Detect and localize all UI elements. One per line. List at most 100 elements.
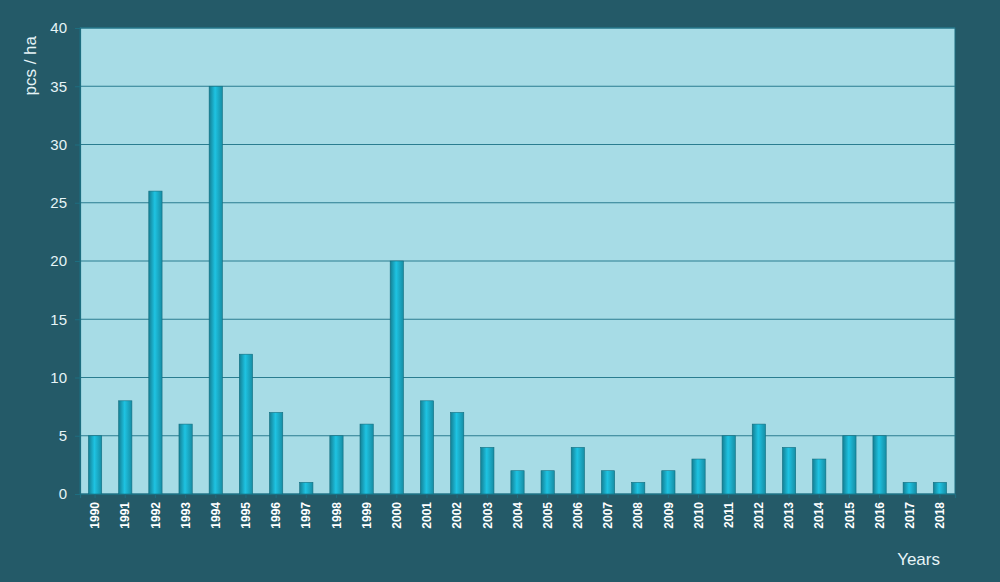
bars bbox=[88, 86, 946, 494]
y-tick: 5 bbox=[59, 427, 80, 444]
x-tick-label: 1999 bbox=[360, 502, 374, 529]
x-tick-mark bbox=[457, 494, 458, 498]
x-tick: 1996 bbox=[269, 494, 283, 529]
bar bbox=[420, 401, 433, 494]
x-tick-mark bbox=[215, 494, 216, 498]
x-tick-label: 2011 bbox=[722, 502, 736, 528]
x-tick-label: 2010 bbox=[692, 502, 706, 529]
y-tick-mark bbox=[75, 261, 80, 262]
bar bbox=[601, 471, 614, 494]
x-tick-mark bbox=[668, 494, 669, 498]
x-axis-title: Years bbox=[897, 550, 940, 569]
x-tick-mark bbox=[638, 494, 639, 498]
x-tick: 1999 bbox=[360, 494, 374, 529]
x-tick: 1997 bbox=[299, 494, 313, 529]
x-tick-label: 2004 bbox=[511, 502, 525, 529]
y-tick: 0 bbox=[59, 485, 80, 502]
x-tick: 1993 bbox=[179, 494, 193, 529]
bar bbox=[571, 447, 584, 494]
bar bbox=[88, 436, 101, 494]
x-tick: 2004 bbox=[511, 494, 525, 529]
bar bbox=[390, 261, 403, 494]
x-tick: 2003 bbox=[481, 494, 495, 529]
x-tick: 2002 bbox=[450, 494, 464, 529]
x-tick-mark bbox=[577, 494, 578, 498]
x-tick: 1991 bbox=[118, 494, 132, 529]
x-tick: 2008 bbox=[631, 494, 645, 529]
x-tick-label: 2018 bbox=[933, 502, 947, 529]
bar bbox=[873, 436, 886, 494]
x-tick: 1990 bbox=[88, 494, 102, 529]
x-tick-label: 2001 bbox=[420, 502, 434, 529]
x-tick: 2001 bbox=[420, 494, 434, 529]
bar bbox=[813, 459, 826, 494]
x-tick-label: 2005 bbox=[541, 502, 555, 529]
x-tick: 1995 bbox=[239, 494, 253, 529]
x-tick-label: 2017 bbox=[903, 502, 917, 529]
x-tick-mark bbox=[608, 494, 609, 498]
y-tick-mark bbox=[75, 436, 80, 437]
bar bbox=[662, 471, 675, 494]
x-tick-label: 2006 bbox=[571, 502, 585, 529]
x-tick-label: 2002 bbox=[450, 502, 464, 529]
x-tick-mark bbox=[336, 494, 337, 498]
x-tick-label: 1990 bbox=[88, 502, 102, 529]
x-tick-label: 2013 bbox=[782, 502, 796, 529]
x-tick-mark bbox=[185, 494, 186, 498]
bar bbox=[209, 86, 222, 494]
x-tick: 2006 bbox=[571, 494, 585, 529]
y-tick-label: 5 bbox=[59, 427, 67, 444]
y-axis: 0510152025303540 bbox=[50, 19, 80, 502]
x-tick-mark bbox=[939, 494, 940, 498]
x-tick: 2018 bbox=[933, 494, 947, 529]
y-tick-mark bbox=[75, 494, 80, 495]
bar bbox=[300, 482, 313, 494]
y-tick-label: 40 bbox=[50, 19, 67, 36]
bar bbox=[933, 482, 946, 494]
x-tick-label: 2015 bbox=[843, 502, 857, 529]
x-tick-label: 2012 bbox=[752, 502, 766, 529]
x-tick-label: 2009 bbox=[662, 502, 676, 529]
x-tick: 2010 bbox=[692, 494, 706, 529]
x-tick-mark bbox=[758, 494, 759, 498]
y-tick-label: 0 bbox=[59, 485, 67, 502]
y-tick-label: 10 bbox=[50, 369, 67, 386]
y-axis-title: pcs / ha bbox=[21, 35, 40, 95]
x-tick-mark bbox=[517, 494, 518, 498]
bar bbox=[149, 191, 162, 494]
x-axis-line bbox=[81, 495, 956, 499]
x-tick-mark bbox=[728, 494, 729, 498]
bar bbox=[541, 471, 554, 494]
x-tick-label: 1993 bbox=[179, 502, 193, 529]
x-tick: 1998 bbox=[330, 494, 344, 529]
x-tick-mark bbox=[547, 494, 548, 498]
x-tick-label: 1997 bbox=[299, 502, 313, 529]
x-tick-mark bbox=[909, 494, 910, 498]
x-tick-mark bbox=[849, 494, 850, 498]
x-tick-label: 2008 bbox=[631, 502, 645, 529]
x-tick-label: 1994 bbox=[209, 502, 223, 529]
bar bbox=[360, 424, 373, 494]
y-tick: 20 bbox=[50, 252, 80, 269]
x-tick-mark bbox=[276, 494, 277, 498]
x-tick: 2017 bbox=[903, 494, 917, 529]
y-tick: 15 bbox=[50, 311, 80, 328]
bar bbox=[119, 401, 132, 494]
y-tick-label: 15 bbox=[50, 311, 67, 328]
x-tick: 2014 bbox=[812, 494, 826, 529]
x-tick-label: 2014 bbox=[812, 502, 826, 529]
x-tick-mark bbox=[698, 494, 699, 498]
x-tick: 2009 bbox=[662, 494, 676, 529]
x-tick-label: 1996 bbox=[269, 502, 283, 529]
x-tick: 2012 bbox=[752, 494, 766, 529]
x-tick-label: 1992 bbox=[149, 502, 163, 529]
bar bbox=[903, 482, 916, 494]
x-tick: 2005 bbox=[541, 494, 555, 529]
bar bbox=[843, 436, 856, 494]
bar bbox=[511, 471, 524, 494]
x-tick-label: 2007 bbox=[601, 502, 615, 529]
x-tick-mark bbox=[426, 494, 427, 498]
x-tick-mark bbox=[245, 494, 246, 498]
x-tick-mark bbox=[396, 494, 397, 498]
y-tick-label: 20 bbox=[50, 252, 67, 269]
